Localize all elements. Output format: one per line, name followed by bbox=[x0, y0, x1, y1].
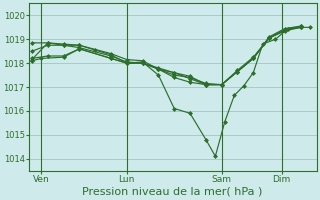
X-axis label: Pression niveau de la mer( hPa ): Pression niveau de la mer( hPa ) bbox=[83, 187, 263, 197]
